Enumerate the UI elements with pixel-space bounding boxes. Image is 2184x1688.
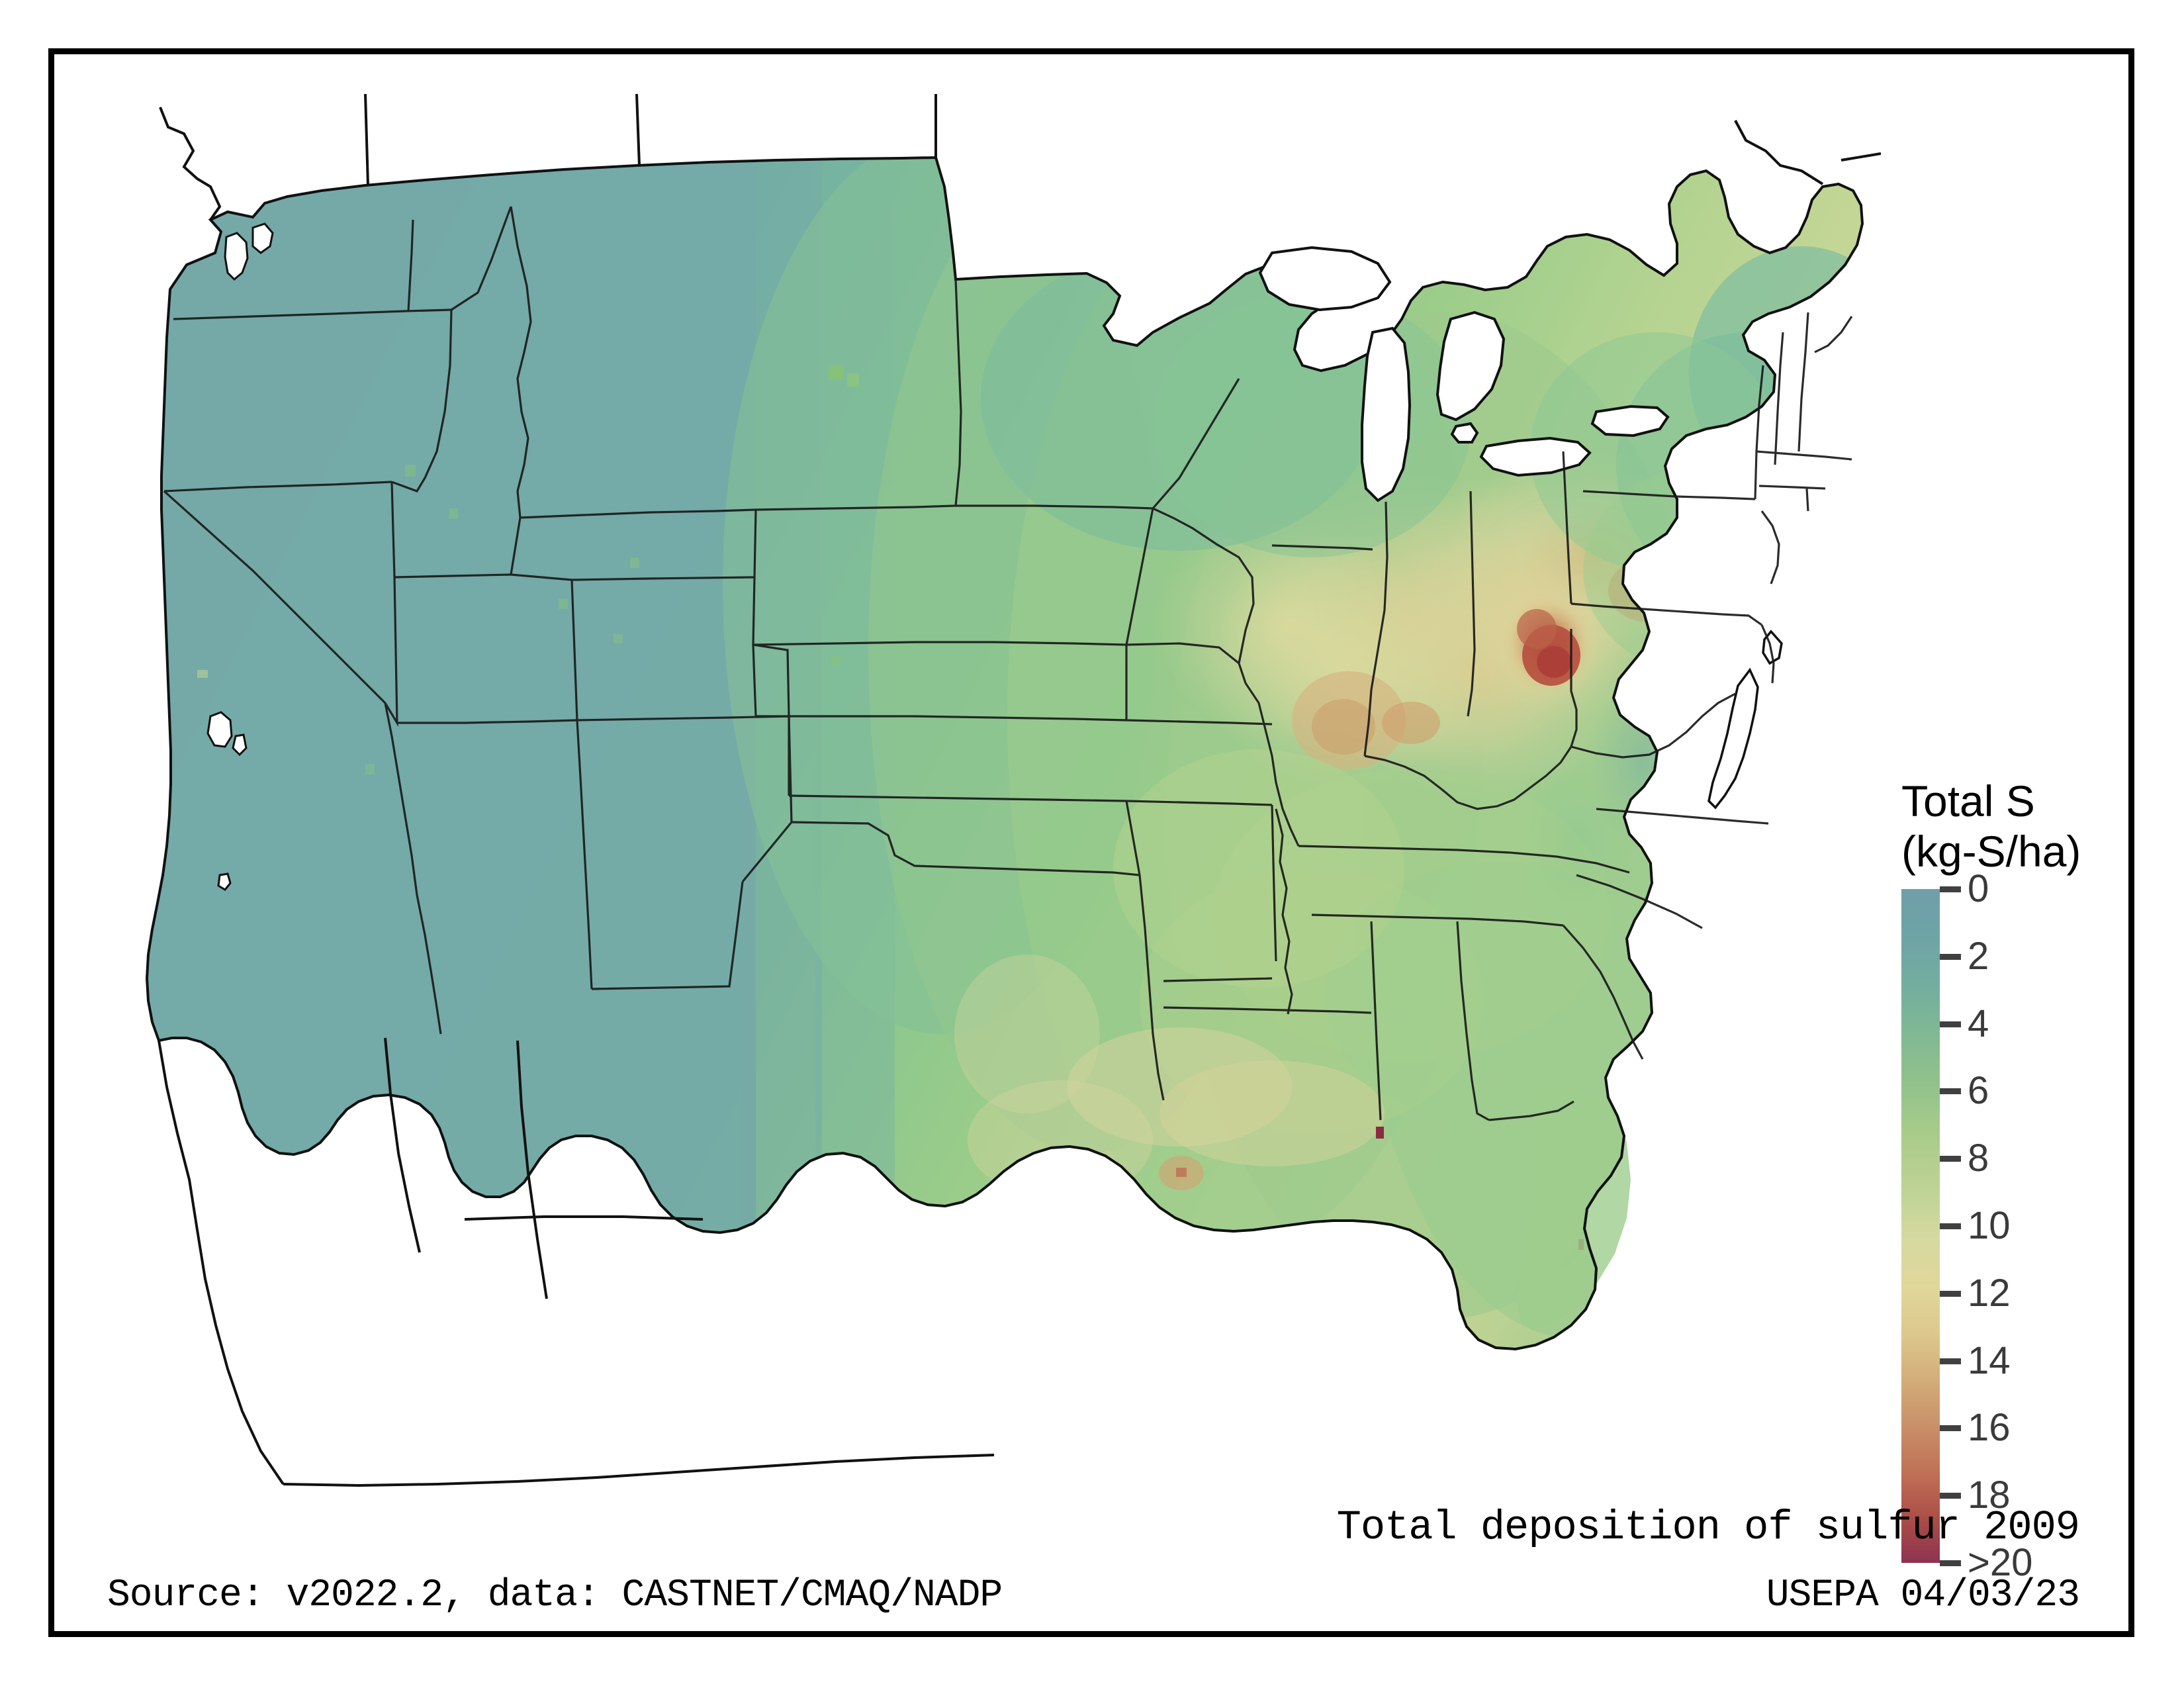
colorbar-tick-mark — [1940, 1021, 1961, 1027]
colorbar-tick-label: 16 — [1968, 1406, 2011, 1450]
colorbar-tick-mark — [1940, 1493, 1961, 1499]
colorbar-tick-mark — [1940, 1223, 1961, 1229]
colorbar: Total S (kg-S/ha) 0 2 4 6 8 10 12 14 16 18 >20 — [1901, 776, 2140, 1603]
deposition-map — [54, 54, 1881, 1497]
colorbar-tick-label: 2 — [1968, 934, 1989, 978]
colorbar-tick-label: 12 — [1968, 1271, 2011, 1315]
colorbar-tick-mark — [1940, 1358, 1961, 1364]
colorbar-tick-label: 10 — [1968, 1204, 2011, 1247]
great-lakes — [1258, 246, 1670, 502]
colorbar-tick-mark — [1940, 886, 1961, 892]
chesapeake-bay — [1707, 630, 1783, 810]
deposition-raster — [147, 158, 1862, 1349]
agency-date-caption: USEPA 04/03/23 — [1766, 1574, 2080, 1617]
colorbar-gradient — [1901, 889, 1940, 1563]
colorbar-tick-mark — [1940, 1088, 1961, 1095]
colorbar-tick-label: 18 — [1968, 1474, 2011, 1517]
colorbar-tick-mark — [1940, 1156, 1961, 1162]
colorbar-tick-mark — [1940, 1290, 1961, 1297]
colorbar-tick-label: 0 — [1968, 867, 1989, 910]
colorbar-tick-mark — [1940, 1560, 1961, 1566]
colorbar-title: Total S (kg-S/ha) — [1901, 776, 2140, 876]
colorbar-title-line1: Total S — [1901, 776, 2035, 825]
figure-frame: Total S (kg-S/ha) 0 2 4 6 8 10 12 14 16 18 >20 Tot… — [48, 48, 2134, 1637]
colorbar-tick-label: 6 — [1968, 1069, 1989, 1113]
source-caption: Source: v2022.2, data: CASTNET/CMAQ/NADP — [107, 1574, 1003, 1617]
colorbar-title-line2: (kg-S/ha) — [1901, 827, 2081, 876]
neighbor-country-borders — [158, 93, 1881, 1487]
colorbar-tick-label: >20 — [1968, 1541, 2033, 1584]
colorbar-tick-mark — [1940, 953, 1961, 960]
colorbar-tick-label: 8 — [1968, 1137, 1989, 1180]
colorbar-tick-mark — [1940, 1425, 1961, 1432]
state-borders — [163, 206, 1853, 1121]
colorbar-tick-label: 14 — [1968, 1338, 2011, 1382]
colorbar-tick-label: 4 — [1968, 1002, 1989, 1045]
national-borders — [145, 156, 1864, 1351]
inland-lakes — [206, 711, 248, 891]
map-svg — [145, 93, 1881, 1487]
puget-sound — [224, 222, 274, 281]
map-title-caption: Total deposition of sulfur 2009 — [1336, 1504, 2080, 1551]
